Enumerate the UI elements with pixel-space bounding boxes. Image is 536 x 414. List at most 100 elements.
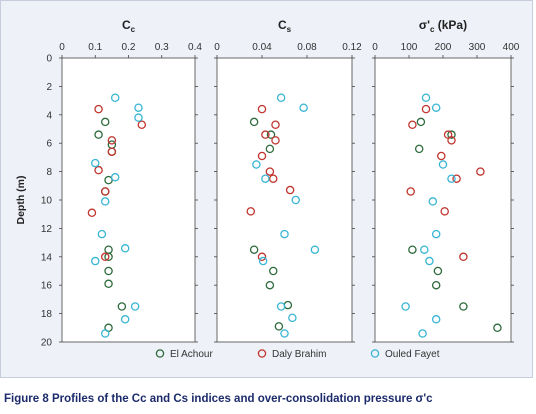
legend-label: El Achour — [170, 349, 213, 360]
data-point — [91, 158, 100, 168]
data-point — [431, 103, 441, 112]
data-point — [94, 130, 103, 139]
data-point — [440, 207, 449, 216]
x-tick-label: 0 — [59, 42, 65, 53]
data-point — [137, 120, 147, 129]
data-point — [310, 245, 320, 254]
data-point — [257, 252, 267, 262]
data-point — [401, 302, 410, 311]
data-point — [431, 315, 441, 324]
data-point — [268, 174, 278, 183]
data-point — [110, 93, 120, 103]
y-tick-label: 2 — [46, 82, 52, 93]
legend: El Achour Daly Brahim Ouled Fayet — [155, 349, 440, 360]
data-point — [100, 329, 110, 338]
panel-title: Cs — [278, 18, 292, 34]
panel-title: Cc — [122, 18, 136, 34]
y-tick-label: 8 — [46, 167, 52, 178]
y-tick-label: 10 — [41, 196, 53, 207]
figure-number: Figure 8 — [4, 393, 49, 405]
data-point — [91, 256, 100, 266]
data-point — [493, 323, 502, 333]
data-point — [104, 266, 113, 276]
data-point — [408, 120, 417, 129]
data-point — [257, 151, 267, 161]
data-point — [414, 144, 424, 154]
data-point — [120, 244, 130, 253]
y-tick-label: 20 — [41, 338, 53, 349]
data-point — [447, 130, 456, 139]
data-point — [110, 173, 120, 182]
panel-plot-area — [61, 57, 196, 343]
data-point — [274, 322, 284, 331]
data-point — [447, 174, 456, 183]
data-point — [447, 136, 456, 145]
x-tick-label: 0.1 — [88, 42, 102, 53]
data-point — [87, 208, 97, 218]
y-tick-label: 12 — [41, 224, 53, 235]
data-point — [437, 151, 446, 161]
x-tick-label: 0.12 — [342, 42, 362, 53]
data-point — [276, 302, 286, 311]
data-point — [280, 329, 289, 338]
data-point — [416, 117, 426, 127]
data-point — [265, 280, 275, 290]
panel-1: 0 0.1 0.2 0.3 0.4 Cc — [59, 18, 202, 343]
data-point — [266, 130, 276, 139]
data-point — [431, 280, 441, 290]
data-point — [134, 103, 143, 112]
data-point — [252, 160, 261, 169]
data-point — [271, 136, 280, 145]
x-tick-label: 200 — [435, 42, 452, 53]
data-point — [268, 266, 278, 276]
legend-marker — [155, 349, 165, 358]
chart-svg: 0 2 4 6 8 10 12 14 16 18 20 Depth (m) 0 0.1 0.2 0.3 0.4 C… — [15, 18, 520, 360]
data-point — [120, 315, 130, 324]
data-point — [261, 174, 270, 183]
panel-2: 0 0.04 0.08 0.12 Cs — [214, 18, 362, 343]
x-tick-label: 0.04 — [252, 42, 272, 53]
panel-3: 0 100 200 300 400 σ'c (kPa) — [372, 18, 520, 343]
x-tick-label: 0.3 — [155, 42, 169, 53]
data-point — [276, 93, 286, 103]
data-point — [258, 256, 268, 266]
data-point — [428, 197, 438, 206]
x-tick-label: 0.2 — [122, 42, 136, 53]
data-point — [134, 113, 143, 122]
y-tick-label: 14 — [41, 252, 53, 263]
data-point — [433, 266, 443, 276]
data-point — [100, 197, 110, 206]
legend-marker — [257, 349, 267, 358]
data-point — [291, 195, 300, 205]
data-point — [246, 207, 255, 216]
x-tick-label: 0.4 — [188, 42, 202, 53]
data-point — [285, 185, 295, 195]
figure-caption-text: Profiles of the Cc and Cs indices and ov… — [51, 393, 433, 405]
figure-caption: Figure 8 Profiles of the Cc and Cs indic… — [4, 393, 433, 405]
y-tick-label: 0 — [46, 54, 52, 65]
data-point — [280, 229, 289, 239]
data-point — [249, 117, 259, 127]
data-point — [97, 229, 107, 239]
x-tick-label: 0 — [214, 42, 220, 53]
x-tick-label: 0.08 — [297, 42, 317, 53]
data-point — [94, 104, 103, 114]
data-point — [249, 245, 259, 254]
data-point — [408, 245, 417, 254]
data-point — [438, 160, 448, 169]
panel-plot-area — [216, 57, 353, 343]
data-point — [107, 136, 117, 145]
data-point — [117, 302, 127, 311]
data-point — [425, 256, 434, 266]
data-point — [476, 167, 485, 176]
data-point — [130, 302, 140, 311]
data-point — [265, 144, 275, 154]
panel-title: σ'c (kPa) — [419, 18, 467, 34]
data-point — [100, 117, 110, 127]
y-tick-label: 4 — [46, 110, 52, 121]
data-point — [261, 130, 270, 139]
data-point — [299, 103, 308, 112]
y-tick-label: 6 — [46, 139, 52, 150]
y-axis-label: Depth (m) — [15, 176, 27, 225]
